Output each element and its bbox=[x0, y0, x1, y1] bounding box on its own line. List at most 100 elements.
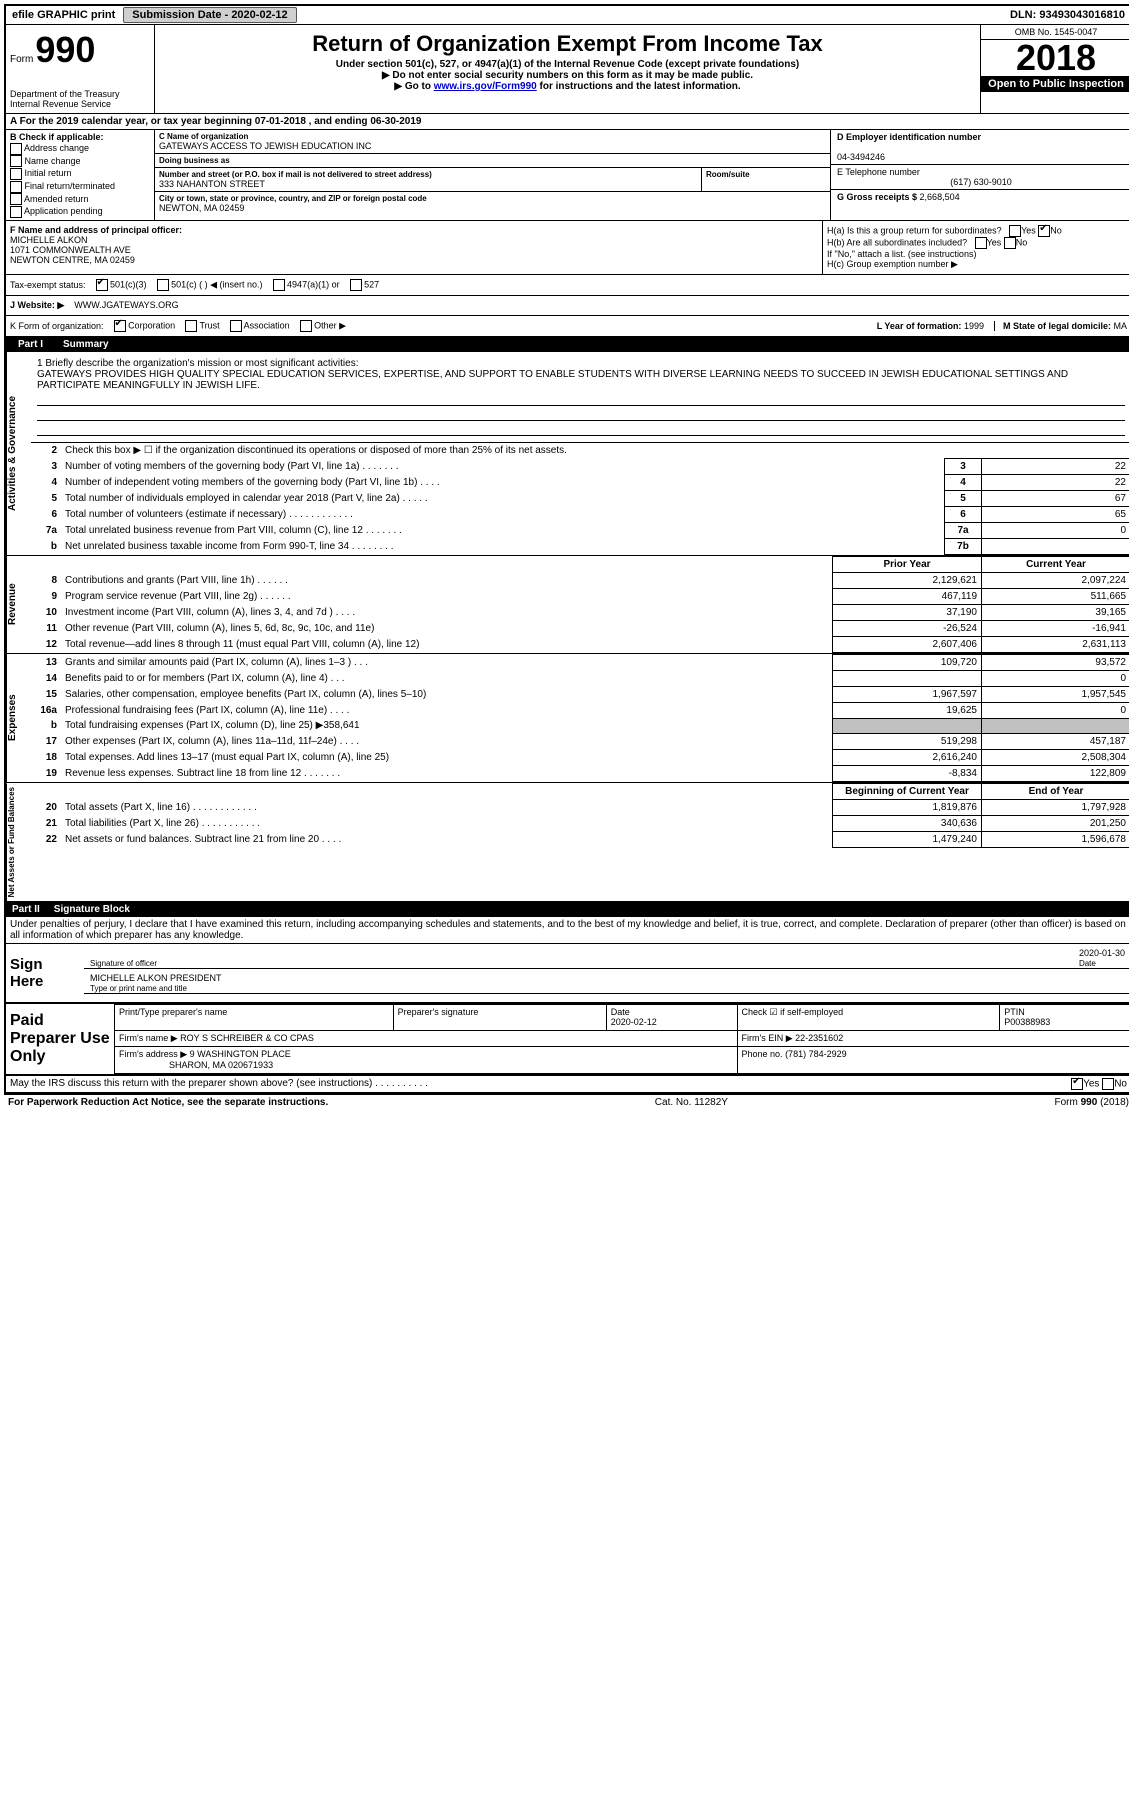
ein-value: 04-3494246 bbox=[837, 152, 885, 162]
note2-prefix: ▶ Go to bbox=[394, 81, 433, 92]
discuss-yes[interactable] bbox=[1071, 1078, 1083, 1090]
date-caption: Date bbox=[1079, 959, 1096, 968]
receipts-label: G Gross receipts $ bbox=[837, 192, 920, 202]
footer-mid: Cat. No. 11282Y bbox=[655, 1097, 728, 1108]
prep-date: 2020-02-12 bbox=[611, 1017, 657, 1027]
room-label: Room/suite bbox=[706, 170, 826, 179]
hb-label: H(b) Are all subordinates included? bbox=[827, 237, 967, 247]
section-expenses-label: Expenses bbox=[6, 654, 31, 782]
chk-4947[interactable] bbox=[273, 279, 285, 291]
website-value: WWW.JGATEWAYS.ORG bbox=[74, 300, 178, 310]
form990-link[interactable]: www.irs.gov/Form990 bbox=[434, 81, 537, 92]
firm-phone-label: Phone no. bbox=[742, 1049, 783, 1059]
paid-preparer-label: Paid Preparer Use Only bbox=[6, 1004, 114, 1074]
revenue-table: Prior Year Current Year 8Contributions a… bbox=[31, 556, 1129, 653]
chk-application-pending[interactable]: Application pending bbox=[10, 205, 150, 218]
col-b-title: B Check if applicable: bbox=[10, 132, 104, 142]
ptin-value: P00388983 bbox=[1004, 1017, 1050, 1027]
chk-association[interactable] bbox=[230, 320, 242, 332]
chk-amended-return[interactable]: Amended return bbox=[10, 193, 150, 206]
street-address: 333 NAHANTON STREET bbox=[159, 179, 265, 189]
chk-corporation[interactable] bbox=[114, 320, 126, 332]
firm-addr2: SHARON, MA 020671933 bbox=[169, 1060, 273, 1070]
chk-other[interactable] bbox=[300, 320, 312, 332]
discuss-question: May the IRS discuss this return with the… bbox=[10, 1078, 1071, 1090]
chk-501c[interactable] bbox=[157, 279, 169, 291]
ptin-label: PTIN bbox=[1004, 1007, 1025, 1017]
mission-block: 1 Briefly describe the organization's mi… bbox=[31, 352, 1129, 443]
submission-date-button[interactable]: Submission Date - 2020-02-12 bbox=[123, 7, 296, 23]
state-domicile: MA bbox=[1114, 321, 1128, 331]
part2-header: Part II Signature Block bbox=[6, 902, 1129, 917]
form-note1: ▶ Do not enter social security numbers o… bbox=[159, 70, 976, 81]
m-label: M State of legal domicile: bbox=[1003, 321, 1114, 331]
officer-print-name: MICHELLE ALKON PRESIDENT bbox=[90, 973, 222, 983]
officer-box: F Name and address of principal officer:… bbox=[6, 221, 823, 274]
form-number-box: Form 990 Department of the Treasury Inte… bbox=[6, 25, 155, 113]
name-caption: Type or print name and title bbox=[90, 984, 187, 993]
officer-name: MICHELLE ALKON bbox=[10, 235, 88, 245]
sign-here-row: Sign Here Signature of officer 2020-01-3… bbox=[6, 943, 1129, 1002]
section-revenue-label: Revenue bbox=[6, 556, 31, 653]
chk-final-return[interactable]: Final return/terminated bbox=[10, 180, 150, 193]
form-container: efile GRAPHIC print Submission Date - 20… bbox=[4, 4, 1129, 1095]
top-bar: efile GRAPHIC print Submission Date - 20… bbox=[6, 6, 1129, 25]
tax-status-label: Tax-exempt status: bbox=[10, 280, 86, 290]
chk-name-change[interactable]: Name change bbox=[10, 155, 150, 168]
hb-note: If "No," attach a list. (see instruction… bbox=[827, 249, 1127, 259]
l-label: L Year of formation: bbox=[877, 321, 964, 331]
hc-label: H(c) Group exemption number ▶ bbox=[827, 259, 1127, 270]
firm-name: ROY S SCHREIBER & CO CPAS bbox=[180, 1033, 314, 1043]
section-netassets-label: Net Assets or Fund Balances bbox=[6, 783, 31, 901]
firm-addr-label: Firm's address ▶ bbox=[119, 1049, 187, 1059]
chk-address-change[interactable]: Address change bbox=[10, 142, 150, 155]
part2-title: Signature Block bbox=[54, 904, 130, 915]
chk-trust[interactable] bbox=[185, 320, 197, 332]
form-title: Return of Organization Exempt From Incom… bbox=[159, 31, 976, 57]
form-number: 990 bbox=[35, 29, 95, 71]
city-value: NEWTON, MA 02459 bbox=[159, 203, 244, 213]
netassets-table: Beginning of Current Year End of Year 20… bbox=[31, 783, 1129, 848]
discuss-no[interactable] bbox=[1102, 1078, 1114, 1090]
tax-year: 2018 bbox=[981, 40, 1129, 76]
section-governance-label: Activities & Governance bbox=[6, 352, 31, 555]
h-block: H(a) Is this a group return for subordin… bbox=[823, 221, 1129, 274]
current-year-header: Current Year bbox=[982, 556, 1129, 572]
firm-addr1: 9 WASHINGTON PLACE bbox=[190, 1049, 291, 1059]
ein-label: D Employer identification number bbox=[837, 132, 981, 142]
note2-suffix: for instructions and the latest informat… bbox=[540, 81, 741, 92]
chk-initial-return[interactable]: Initial return bbox=[10, 167, 150, 180]
officer-label: F Name and address of principal officer: bbox=[10, 225, 182, 235]
column-d: D Employer identification number 04-3494… bbox=[831, 130, 1129, 220]
begin-year-header: Beginning of Current Year bbox=[833, 783, 982, 799]
form-word: Form bbox=[10, 54, 33, 65]
prep-date-label: Date bbox=[611, 1007, 630, 1017]
end-year-header: End of Year bbox=[982, 783, 1129, 799]
expenses-table: 13Grants and similar amounts paid (Part … bbox=[31, 654, 1129, 782]
chk-527[interactable] bbox=[350, 279, 362, 291]
addr-label: Number and street (or P.O. box if mail i… bbox=[159, 170, 697, 179]
sign-here-label: Sign Here bbox=[6, 944, 84, 1002]
column-c-org-info: C Name of organization GATEWAYS ACCESS T… bbox=[155, 130, 831, 220]
public-inspection: Open to Public Inspection bbox=[981, 76, 1129, 92]
chk-501c3[interactable] bbox=[96, 279, 108, 291]
dba-label: Doing business as bbox=[159, 156, 826, 165]
self-employed-check: Check ☑ if self-employed bbox=[737, 1005, 1000, 1031]
officer-addr2: NEWTON CENTRE, MA 02459 bbox=[10, 255, 135, 265]
firm-name-label: Firm's name ▶ bbox=[119, 1033, 178, 1043]
line2-text: Check this box ▶ ☐ if the organization d… bbox=[61, 443, 1129, 459]
receipts-value: 2,668,504 bbox=[920, 192, 960, 202]
governance-table: 2Check this box ▶ ☐ if the organization … bbox=[31, 443, 1129, 555]
page-footer: For Paperwork Reduction Act Notice, see … bbox=[4, 1095, 1129, 1110]
phone-label: E Telephone number bbox=[837, 167, 920, 177]
part1-number: Part I bbox=[12, 339, 49, 350]
prior-year-header: Prior Year bbox=[833, 556, 982, 572]
phone-value: (617) 630-9010 bbox=[837, 177, 1125, 187]
part1-header: Part I Summary bbox=[6, 337, 1129, 352]
firm-ein-label: Firm's EIN ▶ bbox=[742, 1033, 793, 1043]
officer-addr1: 1071 COMMONWEALTH AVE bbox=[10, 245, 131, 255]
firm-ein: 22-2351602 bbox=[795, 1033, 843, 1043]
tax-status-row: Tax-exempt status: 501(c)(3) 501(c) ( ) … bbox=[6, 275, 1129, 296]
year-formation: 1999 bbox=[964, 321, 984, 331]
preparer-sig-header: Preparer's signature bbox=[393, 1005, 606, 1031]
